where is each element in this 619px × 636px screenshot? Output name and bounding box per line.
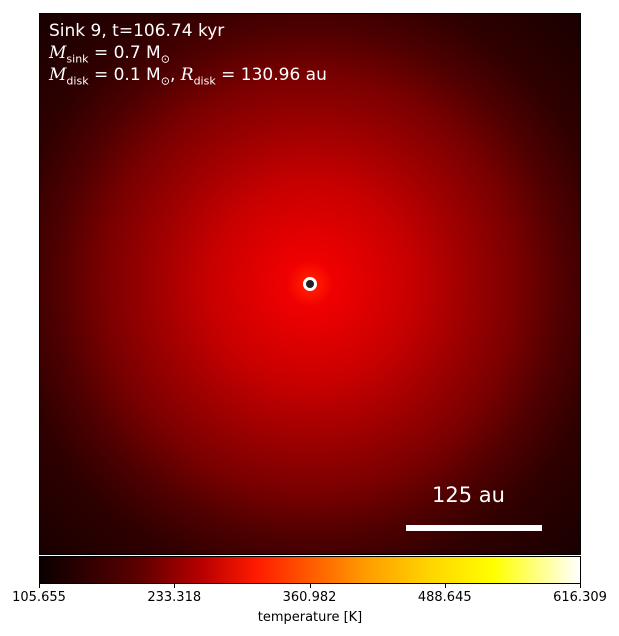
- colorbar: [39, 556, 581, 584]
- disk-mass-symbol: M: [49, 65, 67, 85]
- colorbar-tick: [39, 584, 40, 588]
- disk-mass-subscript: disk: [66, 74, 89, 88]
- colorbar-tick: [444, 584, 446, 588]
- disk-radius-subscript: disk: [193, 74, 216, 88]
- sink-marker: [303, 277, 317, 291]
- sink-mass-symbol: M: [49, 43, 67, 63]
- disk-mass-unit-sub: ⊙: [160, 74, 170, 88]
- disk-mass-value: = 0.1 M: [88, 65, 161, 85]
- colorbar-tick: [174, 584, 176, 588]
- colorbar-tick-label: 233.318: [147, 590, 202, 605]
- sink-annotation-line1: Sink 9, t=106.74 kyr: [49, 21, 225, 41]
- sink-mass-value: = 0.7 M: [88, 43, 161, 63]
- colorbar-tick-label: 360.982: [282, 590, 337, 605]
- scalebar-line: [406, 525, 542, 531]
- colorbar-label: temperature [K]: [257, 610, 363, 625]
- colorbar-tick: [580, 584, 581, 588]
- colorbar-tick-label: 616.309: [553, 590, 607, 605]
- sink-mass-unit-sub: ⊙: [160, 52, 170, 66]
- colorbar-tick-label: 488.645: [417, 590, 472, 605]
- colorbar-tick-label: 105.655: [12, 590, 66, 605]
- sink-mass-subscript: sink: [66, 52, 89, 66]
- scalebar-label: 125 au: [432, 483, 505, 507]
- colorbar-tick: [309, 584, 311, 588]
- disk-radius-value: = 130.96 au: [215, 65, 327, 85]
- disk-radius-symbol: R: [180, 65, 194, 85]
- sink-mass-annotation: Msink = 0.7 M⊙: [49, 43, 170, 69]
- disk-annotation: Mdisk = 0.1 M⊙, Rdisk = 130.96 au: [49, 65, 327, 88]
